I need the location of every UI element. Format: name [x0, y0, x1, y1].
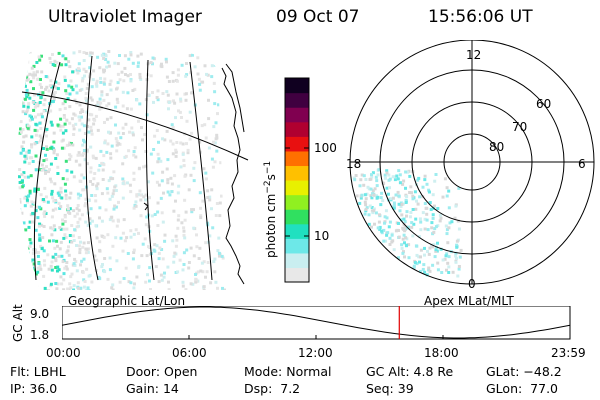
timeline-ylabel: GC Alt	[11, 304, 25, 342]
polar-lat-70: 70	[512, 120, 528, 134]
info-seq: Seq: 39	[366, 381, 414, 396]
polar-hour-6: 6	[578, 157, 586, 171]
polar-hour-18: 18	[346, 157, 362, 171]
info-mode: Mode: Normal	[244, 364, 332, 379]
timeline-xtick-1: 06:00	[172, 346, 207, 360]
info-door: Door: Open	[126, 364, 198, 379]
colorbar-unit-label: photon cm−2s−1	[263, 160, 278, 258]
geographic-image	[18, 50, 249, 290]
time-label: 15:56:06 UT	[428, 7, 533, 27]
geographic-label: Geographic Lat/Lon	[68, 294, 186, 308]
info-flt: Flt: LBHL	[10, 364, 66, 379]
polar-grid	[349, 40, 595, 285]
timeline-xtick-2: 12:00	[298, 346, 333, 360]
info-glat: GLat: −48.2	[486, 364, 562, 379]
lat-lon-grid	[21, 55, 249, 281]
polar-hour-12: 12	[466, 48, 482, 62]
coastline	[143, 63, 245, 285]
aurora-speckle-field	[18, 50, 226, 290]
colorbar-tick-100: 100	[314, 141, 337, 155]
instrument-title: Ultraviolet Imager	[48, 7, 202, 27]
info-gc-alt: GC Alt: 4.8 Re	[366, 364, 454, 379]
polar-lat-60: 60	[536, 97, 552, 111]
info-glon: GLon: 77.0	[486, 381, 559, 396]
timeline-xtick-4: 23:59	[551, 346, 586, 360]
info-ip: IP: 36.0	[10, 381, 58, 396]
date-label: 09 Oct 07	[276, 7, 360, 27]
info-dsp: Dsp: 7.2	[244, 381, 301, 396]
polar-hour-0: 0	[468, 277, 476, 291]
colorbar	[284, 77, 310, 283]
polar-plot	[349, 40, 595, 285]
polar-lat-80: 80	[489, 140, 505, 154]
altitude-curve	[62, 306, 571, 339]
timeline-xtick-0: 00:00	[46, 346, 81, 360]
colorbar-tick-10: 10	[314, 229, 330, 243]
apex-label: Apex MLat/MLT	[424, 294, 514, 308]
info-gain: Gain: 14	[126, 381, 179, 396]
timeline-ybottom: 1.8	[30, 328, 50, 342]
polar-aurora-speckle	[352, 168, 463, 278]
altitude-timeline	[62, 306, 571, 340]
timeline-ytop: 9.0	[30, 307, 50, 321]
timeline-xtick-3: 18:00	[424, 346, 459, 360]
